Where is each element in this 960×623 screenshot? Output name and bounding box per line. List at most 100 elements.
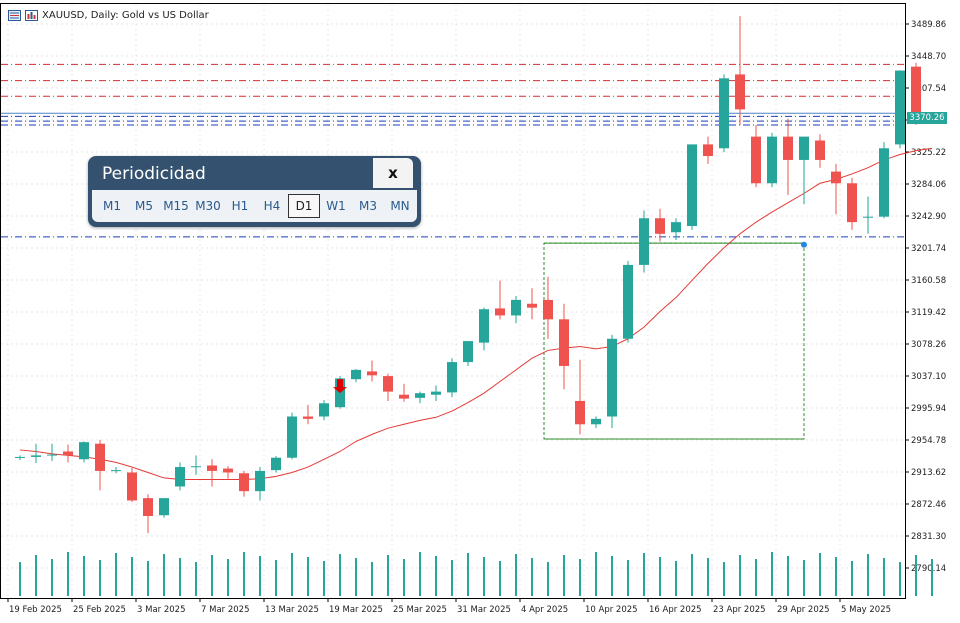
- candle-body[interactable]: [15, 456, 25, 458]
- candle-body[interactable]: [399, 394, 409, 399]
- y-tick-label: 3201.74: [911, 244, 946, 254]
- y-tick-label: 2954.78: [911, 436, 946, 446]
- candle-body[interactable]: [879, 148, 889, 217]
- candle-body[interactable]: [367, 371, 377, 376]
- candle-body[interactable]: [895, 70, 905, 145]
- x-tick-label: 23 Apr 2025: [713, 605, 766, 615]
- candle-body[interactable]: [591, 418, 601, 425]
- x-tick-label: 4 Apr 2025: [521, 605, 568, 615]
- candle-body[interactable]: [911, 66, 921, 123]
- candle-body[interactable]: [159, 498, 169, 516]
- candle-body[interactable]: [543, 299, 553, 320]
- x-tick-label: 19 Mar 2025: [329, 605, 383, 615]
- candle-body[interactable]: [495, 308, 505, 316]
- candle-body[interactable]: [175, 467, 185, 487]
- anchor-dot[interactable]: [801, 241, 807, 248]
- candle-body[interactable]: [847, 183, 857, 223]
- y-tick-label: 2831.30: [911, 532, 946, 542]
- candle-body[interactable]: [607, 338, 617, 417]
- bar-chart-icon[interactable]: [25, 9, 38, 21]
- candle-body[interactable]: [31, 455, 41, 457]
- candle-body[interactable]: [191, 466, 201, 468]
- close-button[interactable]: x: [373, 158, 413, 188]
- timeframe-button-d1[interactable]: D1: [288, 194, 320, 218]
- candle-body[interactable]: [63, 451, 73, 456]
- timeframe-button-h4[interactable]: H4: [263, 199, 281, 213]
- x-tick-label: 5 May 2025: [841, 605, 891, 615]
- y-tick-label: 2790.14: [911, 564, 946, 574]
- y-tick-label: 3242.90: [911, 212, 946, 222]
- candle-body[interactable]: [415, 393, 425, 398]
- sell-arrow-icon[interactable]: [333, 379, 347, 394]
- y-tick-label: 2913.62: [911, 468, 946, 478]
- candle-body[interactable]: [511, 299, 521, 316]
- candle-body[interactable]: [447, 362, 457, 393]
- candle-body[interactable]: [207, 465, 217, 471]
- candle-body[interactable]: [687, 144, 697, 227]
- candle-body[interactable]: [143, 498, 153, 517]
- moving-average-line[interactable]: [19, 147, 933, 480]
- candle-body[interactable]: [831, 171, 841, 184]
- x-tick-label: 16 Apr 2025: [649, 605, 702, 615]
- y-tick-label: 3448.70: [911, 52, 946, 62]
- y-tick-label: 2995.94: [911, 404, 946, 414]
- periodicity-panel: Periodicidad x M1 M5 M15 M30 H1 H4 D1 W1 M3 MN: [88, 156, 421, 227]
- current-price-label: 3370.26: [907, 112, 947, 124]
- candle-body[interactable]: [95, 443, 105, 471]
- candle-body[interactable]: [479, 309, 489, 343]
- y-tick-label: 3284.06: [911, 180, 946, 190]
- x-tick-label: 29 Apr 2025: [777, 605, 830, 615]
- candle-body[interactable]: [559, 319, 569, 366]
- chart-window-icon[interactable]: [8, 9, 21, 21]
- x-tick-label: 25 Mar 2025: [393, 605, 447, 615]
- timeframe-button-w1[interactable]: W1: [326, 199, 346, 213]
- candle-body[interactable]: [287, 416, 297, 458]
- candle-body[interactable]: [47, 454, 57, 456]
- candle-body[interactable]: [351, 369, 361, 380]
- candle-body[interactable]: [319, 403, 329, 417]
- timeframe-button-h1[interactable]: H1: [231, 199, 249, 213]
- candle-body[interactable]: [271, 457, 281, 471]
- y-tick-label: 3078.26: [911, 340, 946, 350]
- candle-body[interactable]: [223, 468, 233, 473]
- candle-body[interactable]: [431, 391, 441, 395]
- candle-body[interactable]: [671, 222, 681, 233]
- candle-body[interactable]: [799, 136, 809, 160]
- candle-body[interactable]: [815, 140, 825, 160]
- candle-body[interactable]: [735, 74, 745, 110]
- candle-body[interactable]: [303, 416, 313, 419]
- x-tick-label: 7 Mar 2025: [201, 605, 249, 615]
- candle-body[interactable]: [527, 303, 537, 308]
- timeframe-button-m3[interactable]: M3: [359, 199, 377, 213]
- candle-body[interactable]: [79, 442, 89, 460]
- candle-body[interactable]: [111, 470, 121, 472]
- y-tick-label: 3325.22: [911, 148, 946, 158]
- candle-body[interactable]: [639, 218, 649, 265]
- timeframe-button-m1[interactable]: M1: [103, 199, 121, 213]
- candle-body[interactable]: [255, 470, 265, 492]
- candle-body[interactable]: [623, 264, 633, 339]
- candle-body[interactable]: [655, 218, 665, 234]
- timeframe-button-m5[interactable]: M5: [135, 199, 153, 213]
- candle-body[interactable]: [863, 216, 873, 218]
- y-tick-label: 3407.54: [911, 84, 946, 94]
- candle-body[interactable]: [719, 78, 729, 149]
- candle-body[interactable]: [239, 473, 249, 492]
- timeframe-button-mn[interactable]: MN: [390, 199, 410, 213]
- chart-header: XAUUSD, Daily: Gold vs US Dollar: [8, 7, 209, 23]
- candle-body[interactable]: [767, 136, 777, 184]
- timeframe-button-m15[interactable]: M15: [163, 199, 189, 213]
- periodicity-title: Periodicidad: [102, 164, 206, 184]
- candle-body[interactable]: [783, 136, 793, 160]
- candle-body[interactable]: [575, 400, 585, 425]
- timeframe-button-m30[interactable]: M30: [195, 199, 221, 213]
- candle-body[interactable]: [703, 144, 713, 157]
- candle-body[interactable]: [127, 472, 137, 501]
- y-tick-label: 2872.46: [911, 500, 946, 510]
- candle-body[interactable]: [383, 376, 393, 392]
- x-tick-label: 13 Mar 2025: [265, 605, 319, 615]
- candle-body[interactable]: [751, 136, 761, 184]
- candle-body[interactable]: [463, 341, 473, 363]
